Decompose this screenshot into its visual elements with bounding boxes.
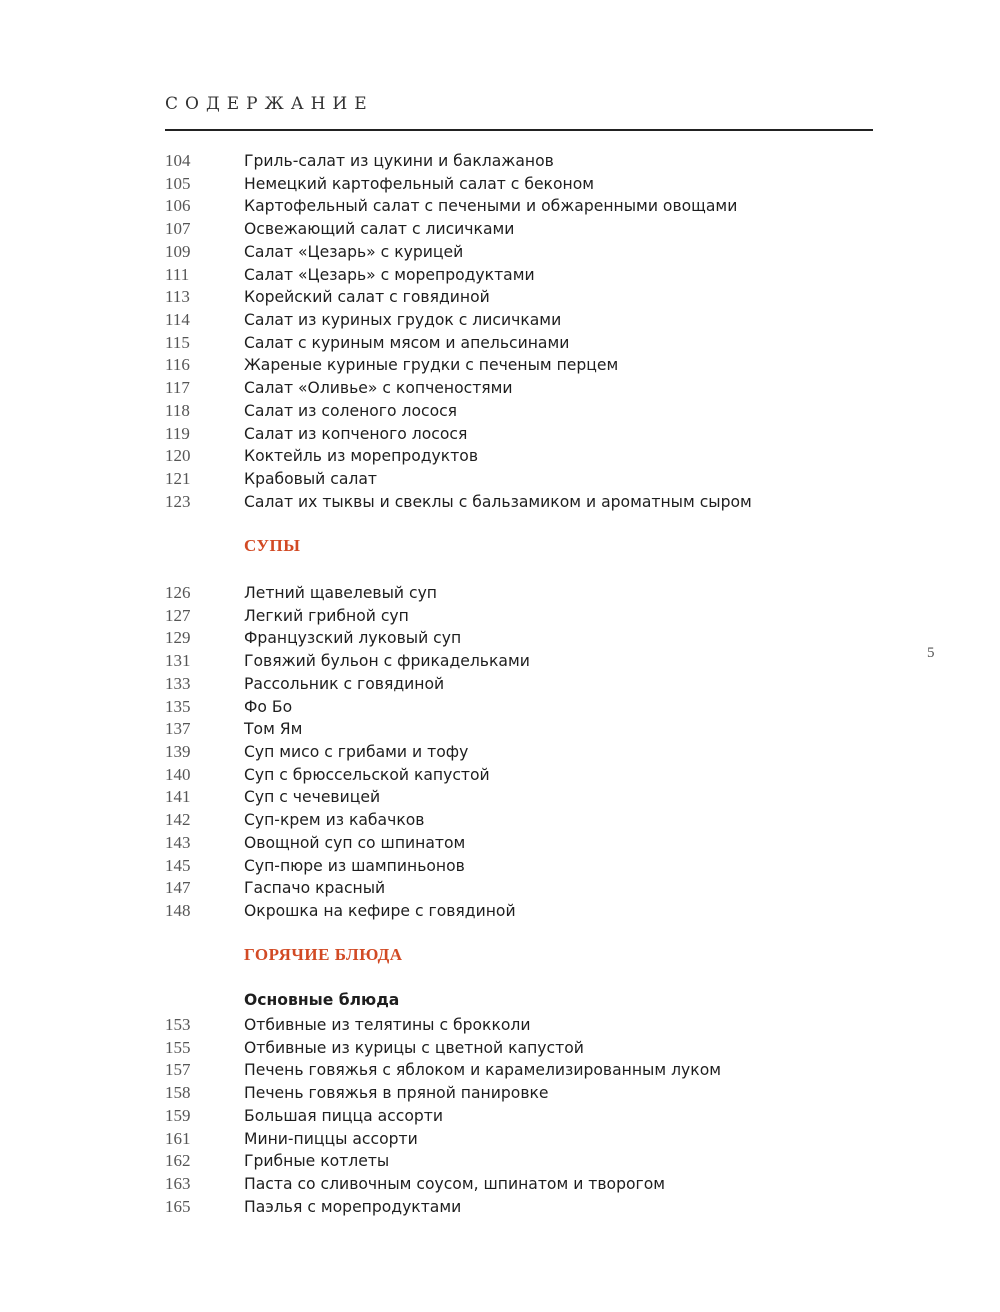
toc-entry-title: Рассольник с говядиной [244, 674, 445, 693]
toc-entry-title: Большая пицца ассорти [244, 1106, 443, 1125]
toc-page-number: 118 [165, 400, 190, 420]
toc-page-number: 111 [165, 264, 190, 284]
toc-page-number: 161 [165, 1128, 191, 1148]
toc-entry-title: Мини-пиццы ассорти [244, 1129, 418, 1148]
toc-page-number: 123 [165, 491, 191, 511]
toc-page-number: 105 [165, 173, 191, 193]
toc-entry-title: Салат из соленого лосося [244, 401, 458, 420]
toc-entry-title: Салат «Цезарь» с курицей [244, 242, 464, 261]
toc-page-number: 159 [165, 1105, 191, 1125]
toc-page-number: 153 [165, 1015, 191, 1034]
toc-entry-title: Суп мисо с грибами и тофу [244, 743, 469, 762]
toc-page-number: 137 [165, 719, 191, 739]
toc-entry-title: Коктейль из морепродуктов [244, 447, 479, 466]
toc-page-number: 116 [165, 355, 190, 375]
toc-entry-title: Освежающий салат с лисичками [244, 220, 515, 239]
toc-entry-title: Говяжий бульон с фрикадельками [244, 652, 530, 671]
toc-page-number: 157 [165, 1060, 191, 1080]
toc-entry-title: Жареные куриные грудки с печеным перцем [244, 356, 619, 375]
toc-entry-title: Печень говяжья в пряной панировке [244, 1084, 549, 1103]
toc-entry-title: Фо Бо [244, 697, 293, 716]
toc-page-number: 140 [165, 764, 191, 784]
toc-page-number: 106 [165, 196, 191, 216]
toc-page-number: 158 [165, 1083, 191, 1103]
toc-page-number: 117 [165, 378, 190, 398]
toc-page-number: 133 [165, 673, 191, 693]
toc-page-number: 141 [165, 787, 191, 807]
toc-entry-title: Легкий грибной суп [244, 606, 409, 625]
toc-entry-title: Суп с чечевицей [244, 788, 381, 807]
toc-page-number: 163 [165, 1174, 191, 1194]
toc-entry-title: Картофельный салат с печеными и обжаренн… [244, 197, 738, 216]
section-heading-soups: СУПЫ [244, 536, 301, 555]
toc-entry-title: Французский луковый суп [244, 629, 462, 648]
toc-entry-title: Том Ям [244, 720, 303, 739]
toc-entry-title: Отбивные из курицы с цветной капустой [244, 1038, 584, 1057]
toc-entry-title: Салат их тыквы и свеклы с бальзамиком и … [244, 492, 752, 511]
toc-page-number: 109 [165, 241, 191, 261]
toc-entry-title: Гриль-салат из цукини и баклажанов [244, 152, 554, 170]
toc-page-number: 139 [165, 742, 191, 762]
toc-page-number: 127 [165, 605, 191, 625]
toc-entry-title: Овощной суп со шпинатом [244, 833, 466, 852]
toc-page-number: 121 [165, 469, 191, 489]
title-divider [165, 129, 873, 131]
toc-entry-title: Летний щавелевый суп [244, 584, 438, 602]
toc-page-number: 114 [165, 310, 190, 330]
toc-page-number: 115 [165, 332, 190, 352]
toc-page-number: 104 [165, 151, 191, 170]
toc-entry-title: Немецкий картофельный салат с беконом [244, 174, 595, 193]
toc-entry-title: Грибные котлеты [244, 1152, 390, 1171]
toc-page-number: 126 [165, 583, 191, 602]
page-title: СОДЕРЖАНИЕ [165, 94, 374, 114]
toc-page-number: 135 [165, 696, 191, 716]
toc-entry-title: Салат «Оливье» с копченостями [244, 379, 513, 398]
toc-page-number: 155 [165, 1037, 191, 1057]
toc-entry-title: Отбивные из телятины с брокколи [244, 1016, 531, 1034]
toc-page-number: 143 [165, 832, 191, 852]
page-number: 5 [927, 645, 935, 661]
toc-entry-title: Суп-пюре из шампиньонов [244, 856, 465, 875]
toc-page-number: 113 [165, 287, 190, 307]
toc-page-number: 131 [165, 651, 191, 671]
toc-entry-title: Салат из куриных грудок с лисичками [244, 311, 562, 330]
toc-entry-title: Салат с куриным мясом и апельсинами [244, 333, 570, 352]
toc-page-number: 119 [165, 423, 190, 443]
toc-entry-title: Паста со сливочным соусом, шпинатом и тв… [244, 1175, 666, 1194]
toc-page-number: 148 [165, 901, 191, 921]
section-heading-hot-dishes: ГОРЯЧИЕ БЛЮДА [244, 945, 403, 964]
toc-entry-title: Паэлья с морепродуктами [244, 1197, 462, 1216]
toc-page-number: 129 [165, 628, 191, 648]
toc-entry-title: Окрошка на кефире с говядиной [244, 902, 516, 921]
toc-page-number: 162 [165, 1151, 191, 1171]
toc-entry-title: Салат «Цезарь» с морепродуктами [244, 265, 535, 284]
toc-page-number: 145 [165, 855, 191, 875]
toc-entry-title: Корейский салат с говядиной [244, 288, 490, 307]
toc-page-number: 107 [165, 219, 191, 239]
toc-page-number: 142 [165, 810, 191, 830]
toc-entry-title: Печень говяжья с яблоком и карамелизиров… [244, 1061, 721, 1080]
toc-entry-title: Суп-крем из кабачков [244, 811, 425, 830]
toc-entry-title: Гаспачо красный [244, 879, 386, 898]
toc-entry-title: Крабовый салат [244, 470, 378, 489]
toc-page-number: 147 [165, 878, 191, 898]
toc-entry-title: Салат из копченого лосося [244, 424, 468, 443]
toc-page-number: 120 [165, 446, 191, 466]
subsection-heading-main-dishes: Основные блюда [244, 991, 400, 1009]
toc-page-number: 165 [165, 1196, 191, 1216]
toc-entry-title: Суп с брюссельской капустой [244, 765, 490, 784]
